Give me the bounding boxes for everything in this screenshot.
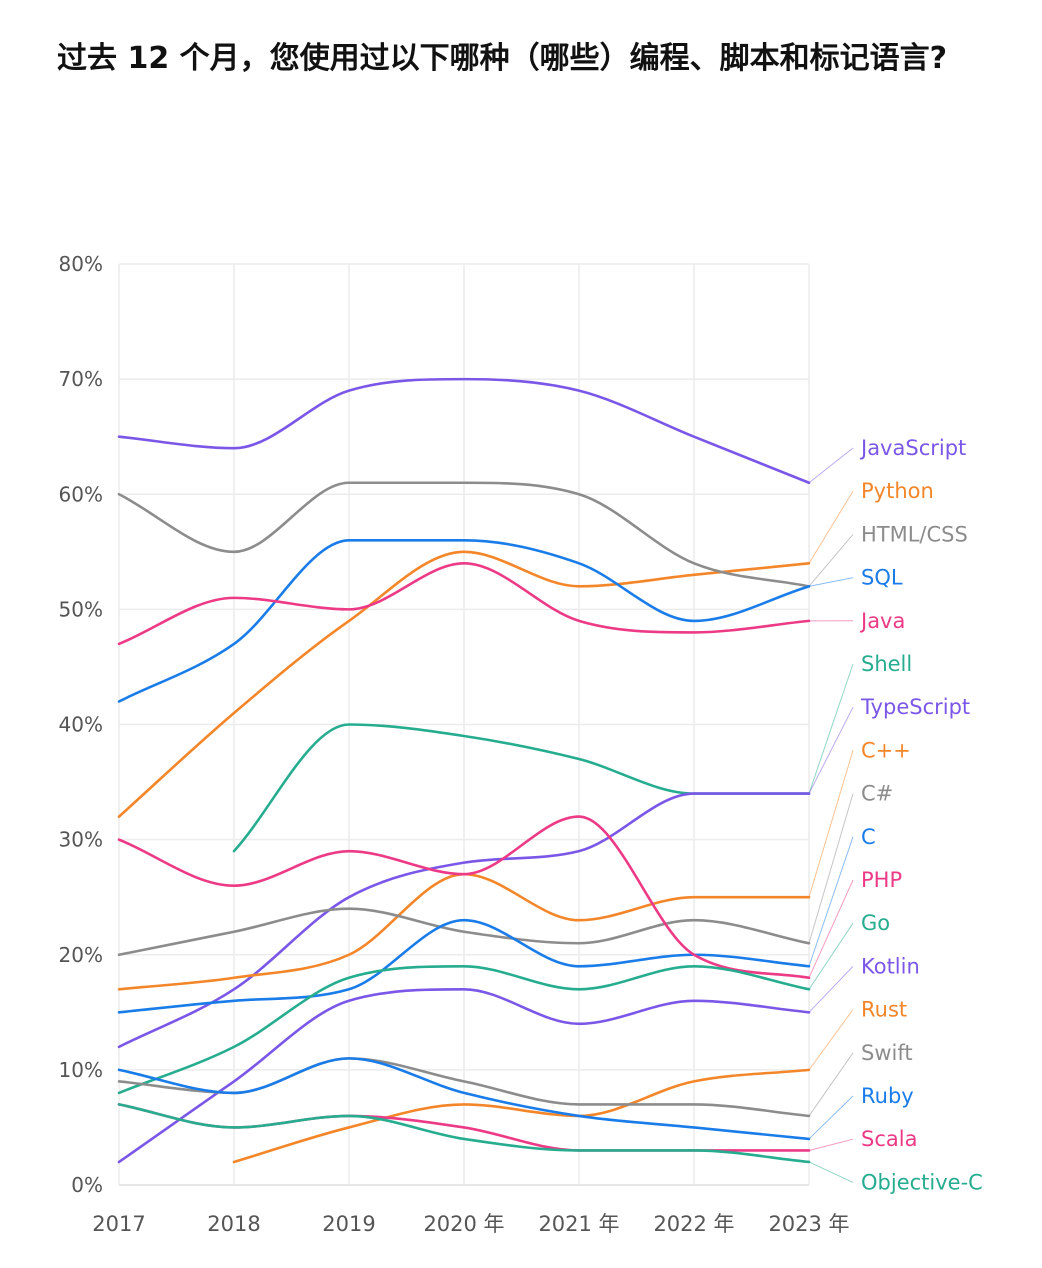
series-label-c-: C++	[861, 738, 911, 762]
series-label-python: Python	[861, 479, 934, 503]
series-label-sql: SQL	[861, 566, 903, 590]
y-tick-label: 0%	[71, 1173, 103, 1197]
series-label-java: Java	[859, 609, 905, 633]
x-tick-label: 2019	[322, 1212, 375, 1236]
series-label-swift: Swift	[861, 1041, 913, 1065]
x-tick-label: 2017	[92, 1212, 145, 1236]
y-tick-label: 10%	[59, 1058, 103, 1082]
label-connector	[808, 1138, 854, 1151]
y-tick-label: 60%	[59, 482, 103, 506]
series-line-javascript	[117, 377, 811, 485]
y-tick-label: 50%	[59, 597, 103, 621]
series-line-html-css	[117, 481, 811, 588]
series-line-java	[117, 562, 811, 646]
label-connector	[808, 879, 854, 978]
label-connector	[808, 966, 854, 1013]
y-tick-label: 40%	[59, 713, 103, 737]
series-label-javascript: JavaScript	[859, 436, 966, 460]
y-tick-label: 80%	[59, 252, 103, 276]
label-connector	[808, 1009, 854, 1071]
series-line-shell	[232, 723, 811, 853]
label-connector	[808, 1052, 854, 1117]
label-connector	[808, 836, 854, 967]
series-line-go	[117, 964, 811, 1095]
series-line-kotlin	[117, 987, 811, 1164]
series-label-go: Go	[861, 911, 890, 935]
x-tick-label: 2021 年	[538, 1212, 619, 1236]
series-line-ruby	[117, 1057, 811, 1141]
x-tick-label: 2022 年	[653, 1212, 734, 1236]
chart-title: 过去 12 个月，您使用过以下哪种（哪些）编程、脚本和标记语言?	[57, 41, 948, 76]
label-connector	[808, 490, 854, 564]
label-connector	[808, 663, 854, 794]
series-line-typescript	[117, 792, 811, 1049]
series-label-ruby: Ruby	[861, 1084, 914, 1108]
y-tick-label: 70%	[59, 367, 103, 391]
series-label-c-: C#	[861, 782, 893, 806]
label-connector	[808, 750, 854, 898]
label-connector	[808, 706, 854, 794]
y-tick-label: 30%	[59, 828, 103, 852]
series-label-objective-c: Objective-C	[861, 1170, 983, 1194]
series-line-php	[117, 815, 811, 980]
x-tick-label: 2020 年	[423, 1212, 504, 1236]
series-line-c-	[117, 907, 811, 957]
series-label-c: C	[861, 825, 876, 849]
x-tick-label: 2023 年	[768, 1212, 849, 1236]
series-label-scala: Scala	[861, 1127, 917, 1151]
label-connector	[808, 922, 854, 990]
label-connector	[808, 577, 854, 587]
label-connector	[808, 1095, 854, 1140]
series-label-shell: Shell	[861, 652, 912, 676]
series-line-python	[117, 550, 811, 818]
series-label-kotlin: Kotlin	[861, 954, 920, 978]
label-connector	[808, 793, 854, 944]
series-line-objective-c	[117, 1103, 811, 1164]
series-label-php: PHP	[861, 868, 902, 892]
series-label-typescript: TypeScript	[860, 695, 970, 719]
label-connector	[808, 534, 854, 587]
series-line-rust	[232, 1068, 811, 1164]
x-tick-label: 2018	[207, 1212, 260, 1236]
label-connector	[808, 1161, 854, 1183]
series-line-sql	[117, 538, 811, 703]
series-label-html-css: HTML/CSS	[861, 522, 968, 546]
series-label-rust: Rust	[861, 998, 907, 1022]
label-connector	[808, 447, 854, 484]
y-tick-label: 20%	[59, 943, 103, 967]
